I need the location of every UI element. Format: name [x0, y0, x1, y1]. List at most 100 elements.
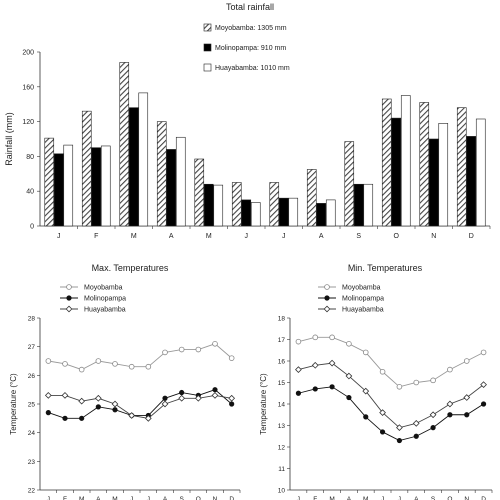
x-tick-label: S — [356, 233, 361, 240]
x-tick-label: J — [282, 233, 286, 240]
x-tick-label: M — [79, 496, 84, 500]
data-point — [329, 334, 335, 341]
legend-label: Huayabamba — [342, 307, 384, 314]
x-tick-label: J — [398, 496, 401, 500]
y-tick-label: 80 — [26, 154, 34, 161]
chart-title: Max. Temperatures — [92, 263, 169, 273]
data-point — [162, 349, 168, 356]
data-point — [346, 394, 352, 401]
y-tick-label: 13 — [278, 423, 286, 430]
data-point — [112, 361, 118, 367]
data-point — [447, 366, 453, 373]
bar — [213, 184, 224, 227]
y-tick-label: 0 — [30, 224, 34, 231]
data-point — [212, 340, 218, 347]
legend-label: Molinopampa — [84, 296, 126, 303]
y-tick-label: 40 — [26, 189, 34, 196]
data-point — [178, 346, 185, 353]
series-line — [48, 394, 232, 419]
data-point — [144, 414, 152, 422]
x-tick-label: D — [481, 496, 486, 500]
x-tick-label: M — [363, 496, 368, 500]
x-tick-label: A — [414, 496, 419, 500]
data-point — [228, 355, 235, 361]
x-tick-label: N — [213, 496, 218, 500]
bar — [63, 144, 74, 227]
bar — [138, 92, 149, 227]
bar — [128, 107, 139, 227]
y-axis-label: Rainfall (mm) — [4, 112, 14, 166]
y-axis-label: Temperature (°C) — [259, 373, 268, 435]
y-tick-label: 25 — [28, 402, 36, 409]
y-tick-label: 15 — [278, 380, 286, 387]
y-tick-label: 17 — [278, 337, 286, 344]
max-temperature-chart: Max. Temperatures Temperature (°C) 22 23 24 2… — [9, 263, 241, 500]
data-point — [379, 368, 386, 375]
data-point — [447, 412, 453, 418]
bar — [100, 145, 111, 227]
x-tick-label: D — [469, 233, 474, 240]
legend-marker — [323, 305, 331, 313]
bar — [400, 95, 411, 227]
data-point — [161, 400, 169, 408]
legend-label: Molinopampa — [342, 296, 384, 303]
data-point — [312, 386, 318, 392]
y-tick-label: 14 — [278, 402, 286, 409]
bar — [353, 183, 364, 227]
data-point — [112, 407, 118, 413]
bar — [231, 182, 242, 227]
data-point — [413, 379, 420, 386]
y-tick-label: 120 — [22, 119, 34, 126]
y-tick-label: 160 — [22, 84, 34, 91]
x-tick-label: O — [447, 496, 452, 500]
data-point — [396, 437, 403, 444]
x-tick-label: A — [319, 233, 324, 240]
data-point — [362, 387, 370, 395]
y-axis-label: Temperature (°C) — [9, 373, 18, 435]
data-point — [78, 397, 86, 405]
x-tick-label: O — [196, 496, 201, 500]
legend-marker — [66, 295, 72, 301]
data-point — [79, 415, 85, 421]
x-tick-label: O — [394, 233, 400, 240]
legend-label: Molinopampa: 910 mm — [215, 45, 286, 52]
data-point — [128, 412, 136, 419]
data-point — [363, 414, 369, 420]
bar — [466, 136, 477, 227]
x-tick-label: N — [431, 233, 436, 240]
legend-label: Moyobamba: 1305 mm — [215, 25, 287, 32]
y-tick-label: 12 — [278, 445, 286, 452]
data-point — [61, 392, 69, 399]
legend-swatch — [203, 43, 212, 52]
data-point — [162, 395, 168, 401]
x-tick-label: J — [130, 496, 133, 500]
bar — [381, 98, 392, 227]
data-point — [62, 361, 68, 367]
data-point — [178, 394, 186, 402]
bar — [325, 199, 336, 227]
bar — [175, 136, 186, 227]
x-tick-label: A — [163, 496, 168, 500]
series-line — [298, 386, 484, 442]
data-point — [212, 387, 218, 393]
legend-marker — [65, 305, 73, 313]
bar — [316, 203, 327, 227]
data-point — [463, 394, 471, 401]
bar — [194, 158, 205, 227]
y-tick-label: 16 — [278, 359, 286, 366]
legend-label: Huayabamba: 1010 mm — [215, 65, 290, 72]
data-point — [464, 412, 470, 418]
data-point — [480, 401, 487, 407]
y-tick-label: 24 — [28, 430, 36, 437]
bar — [241, 199, 252, 227]
bar — [278, 197, 289, 227]
x-tick-label: M — [131, 233, 137, 240]
y-tick-label: 11 — [278, 466, 285, 473]
x-tick-label: F — [63, 496, 67, 500]
data-point — [345, 372, 353, 380]
legend-marker — [66, 284, 72, 290]
data-point — [379, 409, 386, 416]
bar — [269, 182, 280, 227]
series-line — [48, 389, 232, 419]
data-point — [412, 419, 420, 427]
